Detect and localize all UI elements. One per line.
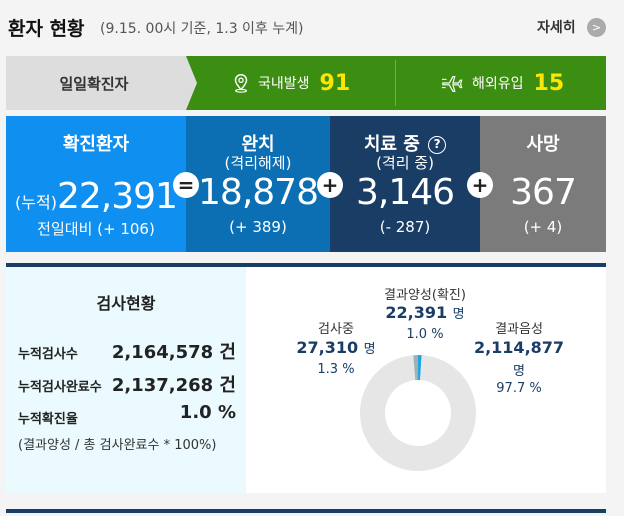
test-row-label: 누적검사수 [18,347,78,362]
released-sub: (격리해제) [224,154,292,172]
overseas-value: 15 [533,70,565,96]
released-value: 18,878 [198,172,319,213]
treating-delta: (- 287) [379,218,431,236]
location-pin-icon [234,74,248,93]
donut-slice-positive [418,355,422,381]
cumulative-prefix: (누적) [15,193,57,212]
domestic-item: 국내발생 91 [230,56,350,110]
slice-count-testing: 27,310 명 [296,338,376,357]
slice-unit-negative: 명 [513,364,525,379]
slice-label-negative: 결과음성 [495,322,543,337]
treating-value: 3,146 [355,172,455,213]
released-title: 완치 [241,134,275,155]
plus-icon: + [317,172,343,198]
divider [395,60,396,106]
equals-icon: = [173,172,199,198]
daily-confirmed-bar [186,56,606,110]
test-row-value: 1.0 % [179,402,236,423]
overseas-item: 해외유입 15 [438,56,564,110]
plus-icon: + [467,172,493,198]
page-title: 환자 현황 [8,18,85,40]
deaths-value: 367 [510,172,577,213]
treating-box: 치료 중 ? (격리 중) 3,146 (- 287) [330,116,480,252]
divider [6,263,606,267]
deaths-box: 사망 367 (+ 4) [480,116,606,252]
treating-title-line: 치료 중 ? [330,130,480,156]
slice-label-positive: 결과양성(확진) [384,288,466,303]
overseas-label: 해외유입 [472,76,524,92]
treating-title: 치료 중 [363,134,420,155]
treating-sub: (격리 중) [376,154,434,172]
test-note: (결과양성 / 총 검사완료수 * 100%) [18,438,217,453]
chevron-right-icon[interactable]: > [587,18,606,37]
slice-label-testing: 검사중 [318,322,354,337]
test-summary-panel [6,267,246,493]
test-row-label: 누적검사완료수 [18,380,102,395]
deaths-title: 사망 [526,134,560,155]
confirmed-box: 확진환자 (누적)22,391 전일대비 (+ 106) [6,116,186,252]
test-row-value: 2,164,578 건 [111,342,236,363]
slice-count-negative: 2,114,877 [473,338,565,357]
confirmed-value: 22,391 [56,176,178,217]
slice-count-positive: 22,391 명 [385,303,465,322]
arrow-notch [186,56,197,110]
divider [6,509,606,513]
deaths-delta: (+ 4) [523,218,563,236]
airplane-icon [441,75,463,92]
test-result-donut-chart [360,355,476,471]
confirmed-title: 확진환자 [62,134,130,155]
daily-confirmed-label: 일일확진자 [6,56,190,110]
released-box: 완치 (격리해제) 18,878 (+ 389) [186,116,330,252]
domestic-value: 91 [319,70,351,96]
test-row-label: 누적확진율 [18,412,78,427]
slice-pct-positive: 1.0 % [406,327,444,342]
donut-slice-testing [413,355,418,381]
more-link[interactable]: 자세히 [537,20,576,36]
test-row-value: 2,137,268 건 [111,375,236,396]
page-subtitle: (9.15. 00시 기준, 1.3 이후 누계) [100,21,304,37]
help-icon[interactable]: ? [428,136,447,154]
slice-pct-testing: 1.3 % [317,362,355,377]
confirmed-value-line: (누적)22,391 [6,176,186,217]
confirmed-delta: 전일대비 (+ 106) [37,220,155,238]
domestic-label: 국내발생 [258,76,310,92]
tests-title: 검사현황 [96,294,156,313]
donut-slice-negative [360,355,476,471]
released-delta: (+ 389) [229,218,287,236]
slice-pct-negative: 97.7 % [496,381,542,396]
